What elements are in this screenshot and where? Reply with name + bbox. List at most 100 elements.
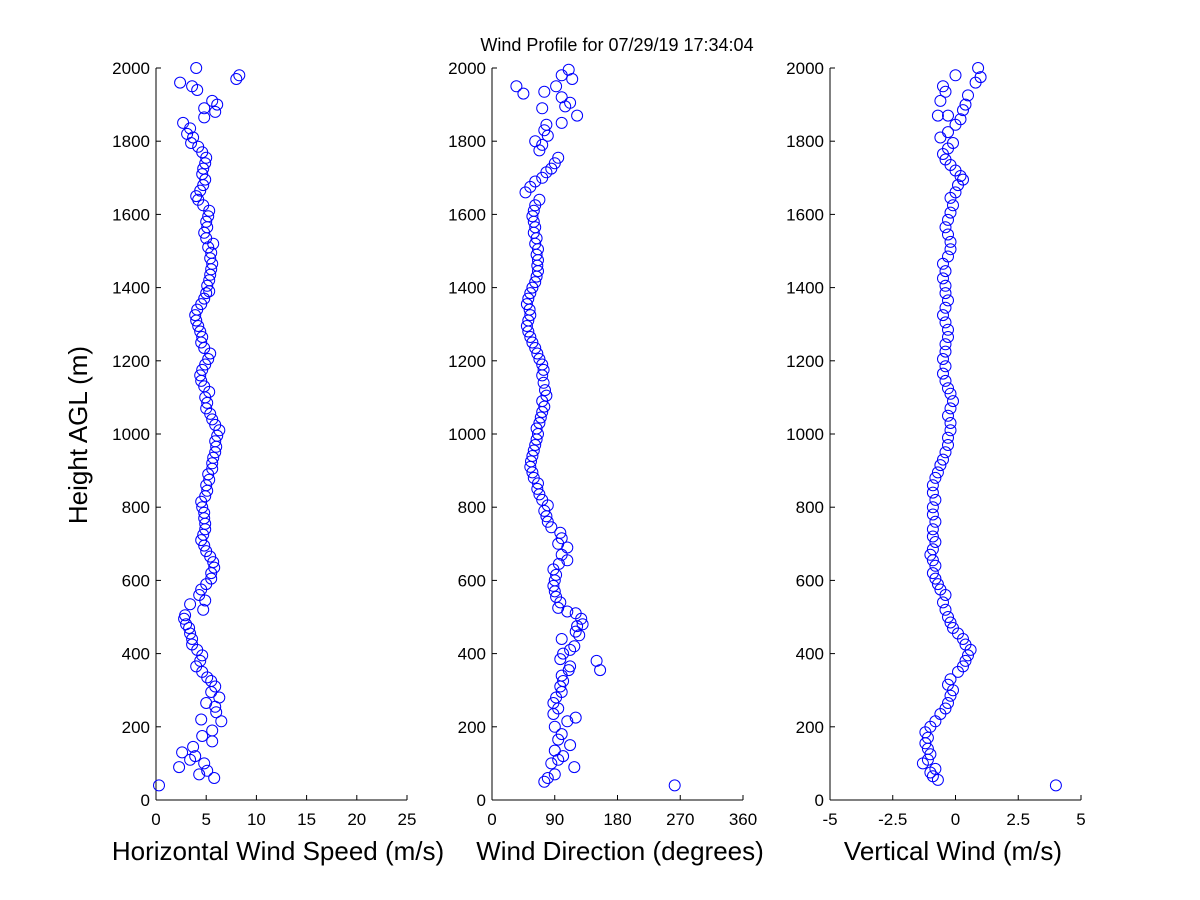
data-point — [564, 643, 577, 656]
data-point — [554, 526, 567, 539]
data-point — [939, 702, 952, 715]
data-point — [568, 640, 581, 653]
data-point — [541, 515, 554, 528]
data-point — [550, 590, 563, 603]
data-point — [944, 689, 957, 702]
data-point — [194, 369, 207, 382]
data-point — [944, 206, 957, 219]
data-point — [944, 417, 957, 429]
data-point — [929, 559, 942, 572]
data-point — [190, 62, 203, 74]
data-point — [939, 153, 952, 166]
y-tick-label: 0 — [141, 791, 150, 810]
y-tick-label: 2000 — [786, 59, 824, 78]
data-point — [557, 675, 570, 687]
data-point — [524, 287, 537, 300]
data-point — [173, 761, 186, 774]
data-point — [931, 466, 944, 479]
data-point — [529, 135, 542, 148]
data-point — [196, 168, 209, 181]
data-point — [206, 94, 219, 107]
data-point — [209, 435, 222, 448]
y-tick-label: 800 — [458, 498, 486, 517]
data-point — [942, 697, 954, 709]
data-point — [924, 548, 937, 561]
data-point — [929, 493, 942, 506]
data-point — [1049, 779, 1062, 792]
y-tick-label: 1400 — [112, 279, 150, 298]
x-tick-label: 0 — [151, 810, 160, 829]
data-point — [944, 673, 957, 686]
data-point — [206, 457, 219, 470]
y-tick-label: 0 — [815, 791, 824, 810]
data-point — [195, 534, 208, 547]
data-point — [569, 607, 582, 620]
data-point — [934, 94, 947, 107]
data-point — [942, 109, 954, 122]
data-point — [957, 104, 969, 117]
data-point — [942, 611, 954, 623]
data-point — [569, 625, 582, 638]
data-point — [942, 431, 954, 444]
data-point — [942, 382, 954, 395]
data-point — [526, 336, 539, 349]
data-point — [194, 184, 207, 197]
panel-vertical: 0 200 400 600 800 1000 1200 1400 1600 1800 2000 -5 -… — [786, 59, 1086, 866]
x-tick-label: 15 — [297, 810, 316, 829]
data-point — [192, 320, 205, 332]
data-point — [200, 545, 213, 558]
data-point — [939, 603, 952, 616]
data-point — [942, 331, 954, 343]
data-point — [959, 654, 972, 667]
y-tick-label: 1600 — [448, 205, 486, 224]
data-point — [200, 215, 213, 228]
data-point — [929, 762, 942, 775]
data-point — [536, 358, 549, 371]
data-point — [545, 757, 558, 770]
data-point — [536, 102, 549, 115]
data-point — [929, 515, 942, 528]
data-point — [934, 583, 947, 596]
data-point — [550, 80, 563, 93]
data-point — [541, 772, 554, 784]
data-point — [526, 210, 539, 223]
data-point — [547, 697, 560, 709]
data-point — [208, 561, 221, 574]
data-point — [189, 750, 202, 763]
data-point — [571, 109, 584, 122]
data-point — [195, 713, 208, 726]
data-point — [526, 281, 539, 294]
data-point — [198, 102, 211, 115]
y-tick-label: 1800 — [112, 132, 150, 151]
data-point — [959, 638, 972, 651]
data-point — [202, 210, 215, 223]
data-point — [196, 331, 209, 343]
x-tick-label: 5 — [1076, 810, 1085, 829]
data-point — [538, 775, 551, 788]
y-tick-label: 1000 — [448, 425, 486, 444]
data-point — [189, 309, 202, 322]
data-point — [555, 116, 568, 129]
x-axis-title: Horizontal Wind Speed (m/s) — [112, 836, 444, 866]
data-point — [536, 493, 549, 506]
data-point — [921, 731, 934, 744]
data-point — [564, 660, 577, 673]
data-point — [555, 728, 568, 741]
data-point — [939, 287, 952, 300]
data-point — [926, 770, 939, 783]
data-point — [209, 418, 222, 431]
data-point — [181, 127, 194, 140]
data-point — [205, 572, 218, 585]
x-tick-label: 180 — [603, 810, 631, 829]
x-axis-title: Wind Direction (degrees) — [476, 836, 764, 866]
data-point — [949, 186, 962, 199]
data-point — [947, 395, 959, 408]
data-point — [944, 243, 957, 256]
data-point — [937, 353, 949, 365]
y-tick-label: 1200 — [448, 352, 486, 371]
data-point — [937, 367, 949, 380]
data-point — [939, 221, 952, 234]
data-point — [184, 598, 197, 611]
y-tick-label: 1600 — [786, 205, 824, 224]
data-point — [193, 589, 206, 601]
